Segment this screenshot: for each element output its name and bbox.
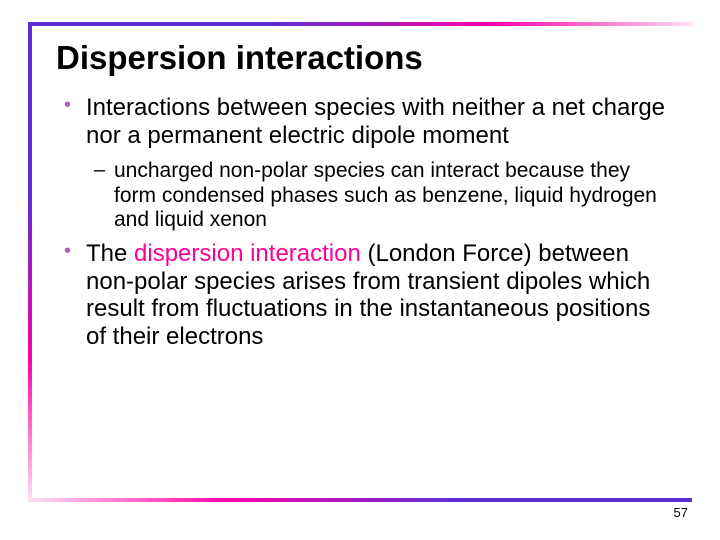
bullet-level1: The dispersion interaction (London Force… bbox=[56, 240, 676, 350]
bullet-level1: Interactions between species with neithe… bbox=[56, 94, 676, 149]
bullet-text-pre: The bbox=[86, 240, 134, 267]
top-accent-bar bbox=[28, 22, 692, 26]
slide-title: Dispersion interactions bbox=[56, 40, 676, 76]
bullet-level2: uncharged non-polar species can interact… bbox=[56, 159, 676, 231]
bottom-accent-bar bbox=[28, 498, 692, 502]
slide-content: Dispersion interactions Interactions bet… bbox=[56, 40, 676, 360]
highlight-term: dispersion interaction bbox=[134, 240, 361, 267]
slide: Dispersion interactions Interactions bet… bbox=[0, 0, 720, 540]
slide-number: 57 bbox=[674, 505, 688, 520]
left-accent-bar bbox=[28, 22, 32, 502]
